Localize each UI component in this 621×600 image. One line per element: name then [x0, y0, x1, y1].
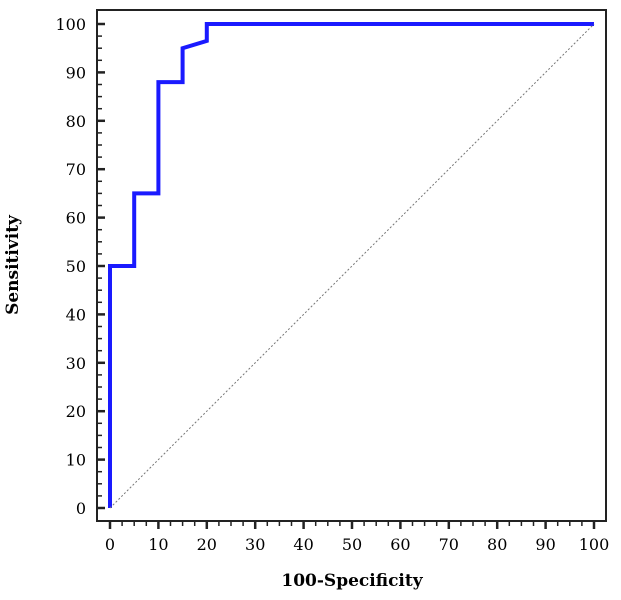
x-tick-label: 70 — [439, 535, 459, 554]
y-tick-label: 20 — [66, 402, 86, 421]
x-tick-label: 30 — [245, 535, 265, 554]
reference-line — [109, 23, 595, 509]
x-tick-label: 50 — [342, 535, 362, 554]
roc-curve-line — [108, 22, 594, 508]
y-tick-label: 60 — [66, 209, 86, 228]
y-tick-label: 80 — [66, 112, 86, 131]
y-tick-label: 100 — [55, 15, 86, 34]
x-axis-label: 100-Specificity — [281, 571, 423, 591]
y-tick-label: 10 — [66, 451, 86, 470]
y-tick-label: 70 — [66, 160, 86, 179]
x-tick-label: 90 — [535, 535, 555, 554]
x-tick-label: 10 — [148, 535, 168, 554]
x-tick-label: 60 — [390, 535, 410, 554]
y-tick-label: 50 — [66, 257, 86, 276]
x-tick-label: 100 — [579, 535, 610, 554]
y-tick-label: 40 — [66, 305, 86, 324]
y-tick-label: 0 — [76, 499, 86, 518]
x-tick-label: 40 — [293, 535, 313, 554]
y-axis-label: Sensitivity — [3, 214, 23, 315]
y-tick-label: 90 — [66, 63, 86, 82]
x-tick-label: 0 — [105, 535, 115, 554]
x-tick-label: 20 — [197, 535, 217, 554]
x-tick-label: 80 — [487, 535, 507, 554]
y-tick-label: 30 — [66, 354, 86, 373]
